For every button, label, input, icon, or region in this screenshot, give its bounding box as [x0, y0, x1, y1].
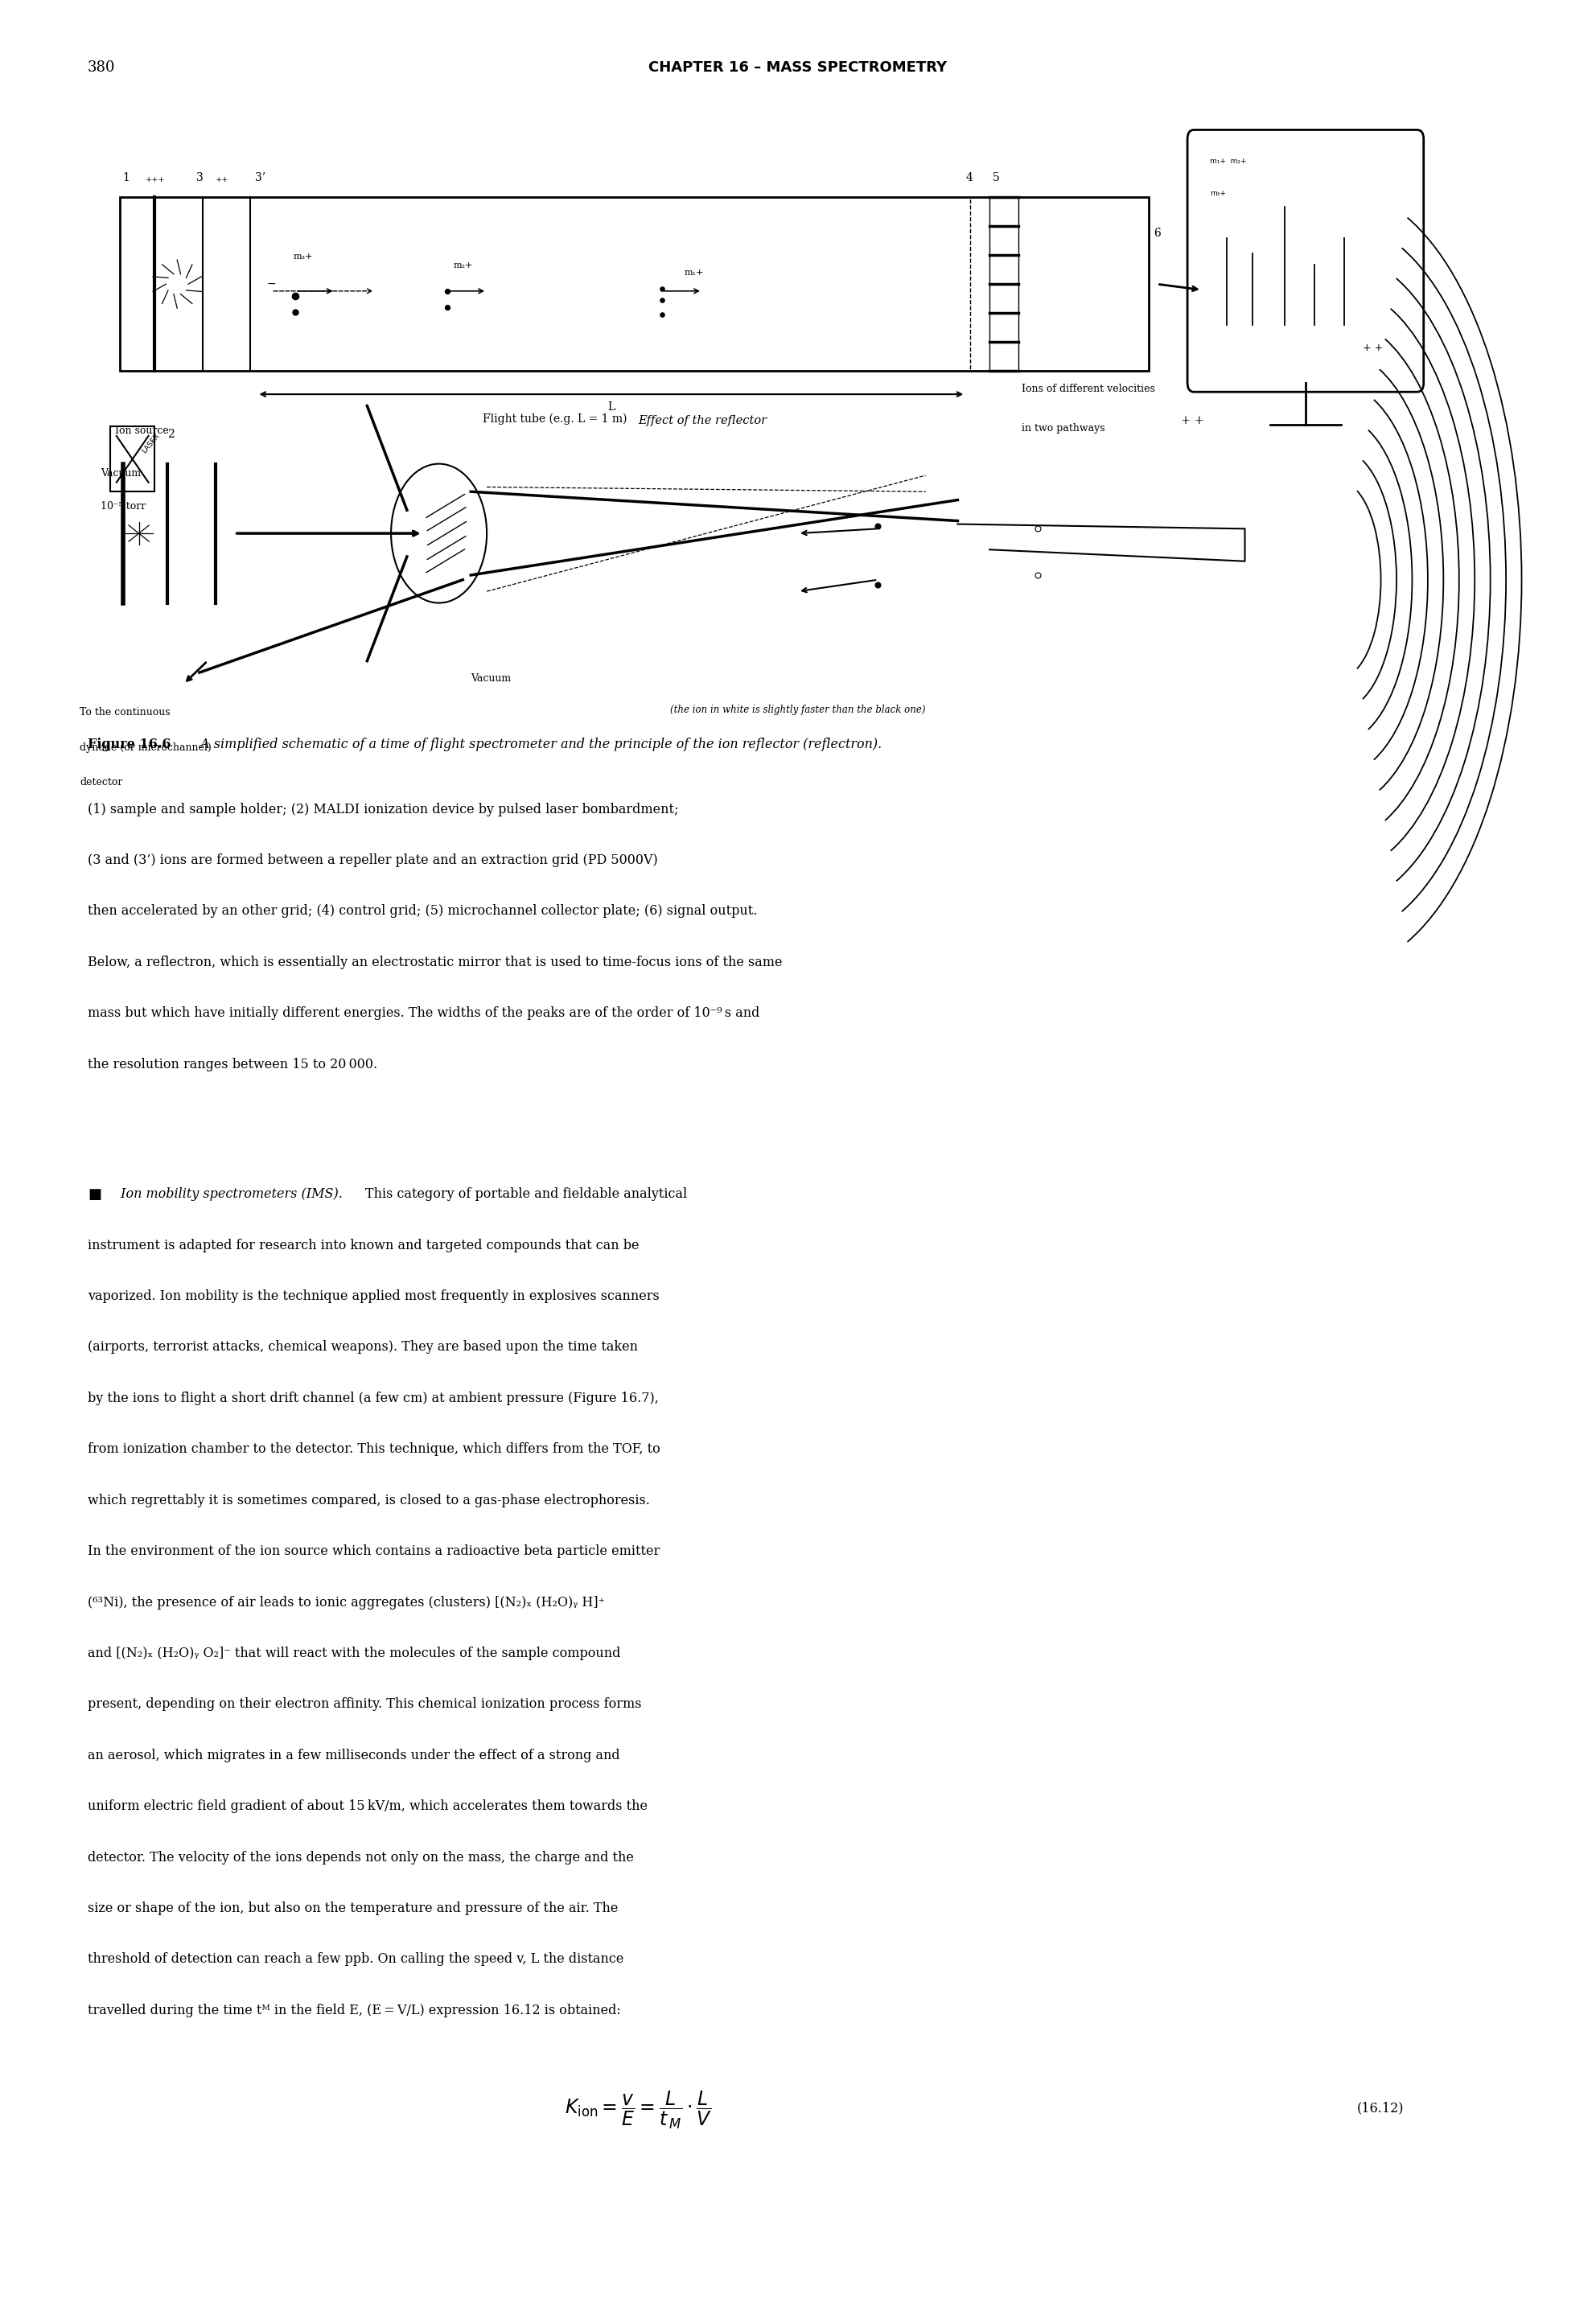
Bar [120, 197, 1149, 371]
Text: (airports, terrorist attacks, chemical weapons). They are based upon the time ta: (airports, terrorist attacks, chemical w… [88, 1340, 638, 1354]
Bar [110, 427, 155, 492]
Text: To the continuous: To the continuous [80, 707, 171, 719]
Text: m₂+: m₂+ [453, 262, 472, 269]
Text: Effect of the reflector: Effect of the reflector [638, 415, 768, 427]
Text: threshold of detection can reach a few ppb. On calling the speed v, L the distan: threshold of detection can reach a few p… [88, 1953, 624, 1967]
Text: This category of portable and fieldable analytical: This category of portable and fieldable … [365, 1187, 688, 1201]
Text: + +: + + [1181, 415, 1205, 427]
Text: +++: +++ [145, 176, 164, 183]
Text: ++: ++ [215, 176, 228, 183]
Text: m₃+: m₃+ [1210, 190, 1226, 197]
Text: (16.12): (16.12) [1357, 2101, 1403, 2115]
Text: m₃+: m₃+ [294, 253, 313, 260]
Text: vaporized. Ion mobility is the technique applied most frequently in explosives s: vaporized. Ion mobility is the technique… [88, 1289, 659, 1303]
Point [282, 278, 308, 315]
Text: (3 and (3’) ions are formed between a repeller plate and an extraction grid (PD : (3 and (3’) ions are formed between a re… [88, 853, 658, 867]
Text: an aerosol, which migrates in a few milliseconds under the effect of a strong an: an aerosol, which migrates in a few mill… [88, 1749, 619, 1762]
Text: Vacuum: Vacuum [101, 468, 140, 480]
Text: A simplified schematic of a time of flight spectrometer and the principle of the: A simplified schematic of a time of flig… [196, 737, 883, 751]
Text: Below, a reflectron, which is essentially an electrostatic mirror that is used t: Below, a reflectron, which is essentiall… [88, 955, 782, 969]
Text: −: − [267, 278, 276, 290]
Point [650, 297, 675, 334]
Text: ■: ■ [88, 1187, 102, 1201]
Text: 4: 4 [966, 172, 972, 183]
Text: 6: 6 [1154, 227, 1160, 239]
Text: detector: detector [80, 777, 123, 788]
Text: and [(N₂)ₓ (H₂O)ᵧ O₂]⁻ that will react with the molecules of the sample compound: and [(N₂)ₓ (H₂O)ᵧ O₂]⁻ that will react w… [88, 1646, 621, 1660]
Text: m₁+  m₂+: m₁+ m₂+ [1210, 158, 1246, 165]
Text: Ion mobility spectrometers (IMS).: Ion mobility spectrometers (IMS). [117, 1187, 343, 1201]
Text: L: L [608, 401, 614, 413]
Text: CHAPTER 16 – MASS SPECTROMETRY: CHAPTER 16 – MASS SPECTROMETRY [648, 60, 948, 74]
Text: 3: 3 [196, 172, 203, 183]
Text: then accelerated by an other grid; (4) control grid; (5) microchannel collector : then accelerated by an other grid; (4) c… [88, 904, 758, 918]
Text: in two pathways: in two pathways [1021, 422, 1104, 434]
Text: 380: 380 [88, 60, 115, 74]
Text: In the environment of the ion source which contains a radioactive beta particle : In the environment of the ion source whi… [88, 1544, 659, 1558]
Text: Vacuum: Vacuum [471, 673, 511, 684]
Point [650, 271, 675, 308]
Text: (the ion in white is slightly faster than the black one): (the ion in white is slightly faster tha… [670, 705, 926, 717]
Text: (⁶³Ni), the presence of air leads to ionic aggregates (clusters) [(N₂)ₓ (H₂O)ᵧ H: (⁶³Ni), the presence of air leads to ion… [88, 1595, 605, 1609]
Text: travelled during the time tᴹ in the field E, (E = V/L) expression 16.12 is obtai: travelled during the time tᴹ in the fiel… [88, 2004, 621, 2018]
Text: dynode (or microchannel): dynode (or microchannel) [80, 742, 212, 754]
Text: the resolution ranges between 15 to 20 000.: the resolution ranges between 15 to 20 0… [88, 1057, 378, 1071]
Text: $K_{\mathrm{ion}} = \dfrac{v}{E} = \dfrac{L}{t_{\,M}} \cdot \dfrac{L}{V}$: $K_{\mathrm{ion}} = \dfrac{v}{E} = \dfra… [565, 2089, 712, 2131]
Text: m₁+: m₁+ [685, 269, 704, 276]
Text: detector. The velocity of the ions depends not only on the mass, the charge and : detector. The velocity of the ions depen… [88, 1851, 634, 1864]
Point [282, 295, 308, 332]
Text: Figure 16.6: Figure 16.6 [88, 737, 171, 751]
Text: Ion source: Ion source [115, 424, 169, 436]
Text: present, depending on their electron affinity. This chemical ionization process : present, depending on their electron aff… [88, 1698, 642, 1711]
Point [434, 274, 460, 311]
Text: 5: 5 [993, 172, 999, 183]
Text: 3’: 3’ [255, 172, 267, 183]
Text: Ions of different velocities: Ions of different velocities [1021, 383, 1156, 394]
Text: + +: + + [1363, 343, 1382, 352]
Text: 1: 1 [123, 172, 129, 183]
Text: size or shape of the ion, but also on the temperature and pressure of the air. T: size or shape of the ion, but also on th… [88, 1902, 618, 1915]
Text: mass but which have initially different energies. The widths of the peaks are of: mass but which have initially different … [88, 1006, 760, 1020]
Text: instrument is adapted for research into known and targeted compounds that can be: instrument is adapted for research into … [88, 1238, 640, 1252]
Text: uniform electric field gradient of about 15 kV/m, which accelerates them towards: uniform electric field gradient of about… [88, 1800, 648, 1813]
Text: by the ions to flight a short drift channel (a few cm) at ambient pressure (Figu: by the ions to flight a short drift chan… [88, 1391, 659, 1405]
Text: 2: 2 [168, 429, 174, 441]
Point [650, 283, 675, 320]
Bar [970, 197, 1149, 371]
Text: Flight tube (e.g. L = 1 m): Flight tube (e.g. L = 1 m) [482, 413, 627, 424]
Text: 10⁻⁵ torr: 10⁻⁵ torr [101, 501, 145, 512]
Text: LASER: LASER [140, 431, 161, 455]
Text: (1) sample and sample holder; (2) MALDI ionization device by pulsed laser bombar: (1) sample and sample holder; (2) MALDI … [88, 802, 678, 816]
Text: from ionization chamber to the detector. This technique, which differs from the : from ionization chamber to the detector.… [88, 1442, 661, 1456]
Point [434, 290, 460, 327]
Text: which regrettably it is sometimes compared, is closed to a gas-phase electrophor: which regrettably it is sometimes compar… [88, 1493, 650, 1507]
